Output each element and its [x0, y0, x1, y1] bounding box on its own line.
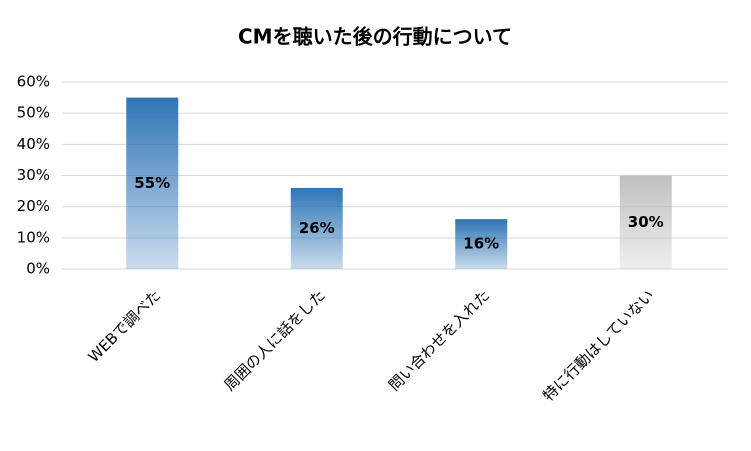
y-tick-label: 50% — [17, 104, 50, 122]
x-tick-label: 問い合わせを入れた — [385, 286, 493, 394]
y-tick-label: 30% — [17, 166, 50, 184]
y-tick-label: 20% — [17, 197, 50, 215]
y-tick-label: 10% — [17, 228, 50, 246]
x-tick-label: 特に行動はしていない — [539, 286, 657, 404]
bar — [619, 175, 672, 269]
value-label: 26% — [299, 219, 335, 237]
x-tick-label: 周囲の人に話をした — [221, 286, 329, 394]
bar — [290, 187, 343, 269]
y-tick-label: 60% — [17, 73, 50, 91]
value-label: 30% — [628, 213, 664, 231]
y-tick-label: 40% — [17, 135, 50, 153]
y-tick-label: 0% — [26, 260, 50, 278]
x-tick-label: WEBで調べた — [85, 286, 165, 366]
value-label: 16% — [463, 235, 499, 253]
value-label: 55% — [134, 174, 170, 192]
bar — [455, 219, 508, 269]
bar — [126, 97, 179, 269]
chart-title: CMを聴いた後の行動について — [238, 25, 512, 49]
